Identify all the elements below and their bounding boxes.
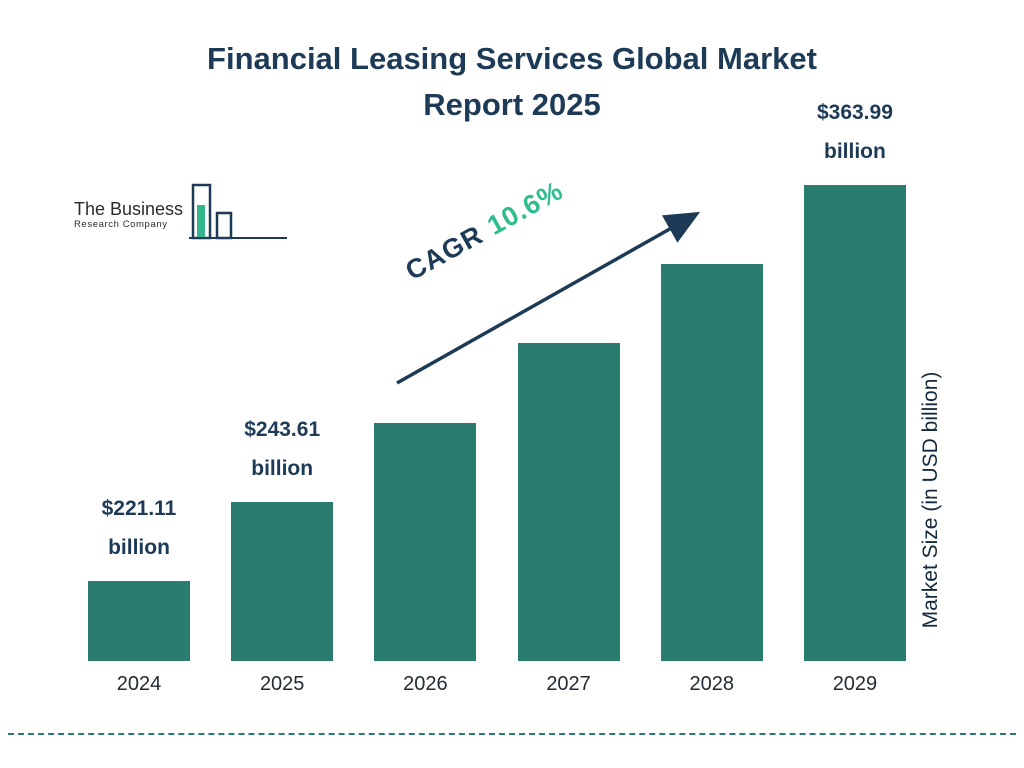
bar-group-2029: $363.99 billion 2029: [803, 93, 906, 696]
value-label-2029: $363.99 billion: [816, 101, 893, 163]
logo-subname: Research Company: [74, 219, 168, 230]
x-tick-label-2027: 2027: [546, 673, 591, 695]
x-tick-label-2024: 2024: [116, 673, 162, 695]
y-axis-label: Market Size (in USD billion): [919, 371, 942, 629]
bar-group-2028: 2028: [660, 264, 763, 696]
x-tick-label-2026: 2026: [403, 673, 448, 695]
company-logo: The Business Research Company: [74, 182, 289, 244]
logo-name: The Business: [74, 199, 184, 219]
bar-group-2026: 2026: [374, 423, 477, 696]
value-label-2025: $243.61 billion: [244, 418, 321, 480]
value-label-2024: $221.11 billion: [101, 497, 177, 559]
bar-2025: [231, 502, 334, 661]
logo-text: The Business Research Company: [74, 199, 183, 244]
bar-group-2025: $243.61 billion 2025: [231, 410, 334, 696]
x-tick-label-2025: 2025: [259, 673, 305, 695]
bar-chart: $221.11 billion 2024 $243.61 billion 2025 2026…: [88, 93, 906, 696]
x-tick-label-2029: 2029: [832, 673, 878, 695]
title-line-2: Report 2025: [423, 87, 601, 122]
bar-group-2024: $221.11 billion 2024: [88, 489, 190, 696]
page-title: Financial Leasing Services Global Market…: [0, 36, 1024, 128]
bar-2027: [517, 343, 620, 661]
bottom-dashed-divider: [8, 733, 1016, 735]
title-line-1: Financial Leasing Services Global Market: [207, 41, 817, 76]
bar-group-2027: 2027: [517, 343, 620, 696]
bar-2024: [88, 581, 190, 661]
logo-bar-chart-icon: [189, 183, 288, 240]
bar-2029: [803, 185, 906, 661]
bar-2028: [660, 264, 763, 661]
x-tick-label-2028: 2028: [689, 673, 735, 695]
bar-2026: [374, 423, 477, 661]
